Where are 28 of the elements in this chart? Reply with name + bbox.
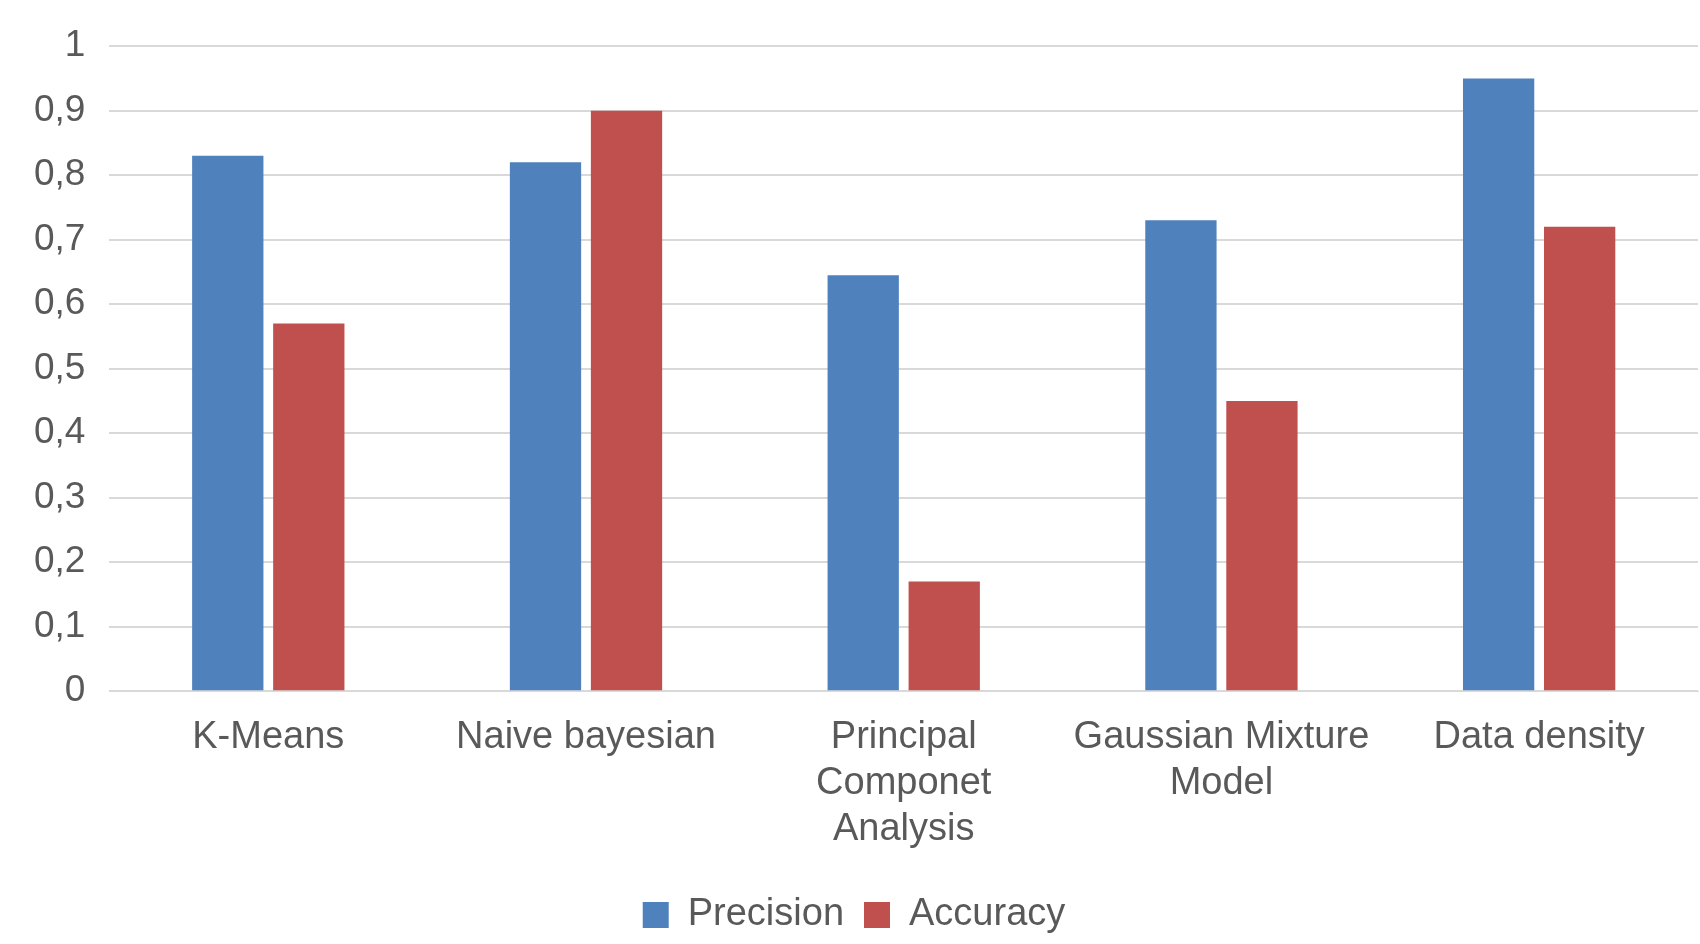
y-tick-label: 1 — [64, 23, 86, 65]
bar — [1226, 400, 1298, 691]
y-tick-label: 0,3 — [34, 474, 86, 516]
x-tick-label: Gaussian Mixture Model — [1073, 714, 1370, 803]
x-tick-label: Principal Componet Analysis — [816, 714, 992, 848]
y-tick-label: 0 — [64, 668, 86, 710]
bar — [192, 155, 264, 691]
legend-label: Accuracy — [909, 891, 1066, 934]
bar — [827, 275, 899, 691]
bar — [908, 581, 980, 691]
bar — [590, 110, 663, 691]
x-tick-label: K-Means — [192, 714, 345, 757]
y-tick-label: 0,7 — [34, 216, 86, 258]
bar — [273, 323, 345, 691]
y-tick-label: 0,2 — [34, 539, 86, 581]
y-tick-label: 0,5 — [34, 345, 86, 387]
bar — [1462, 78, 1535, 691]
bar — [1145, 220, 1217, 691]
bar — [509, 162, 582, 691]
y-tick-label: 0,6 — [34, 281, 86, 323]
bar — [1544, 226, 1616, 691]
x-tick-label: Data density — [1433, 714, 1645, 757]
y-tick-label: 0,8 — [34, 152, 86, 194]
legend-label: Precision — [687, 891, 845, 934]
x-tick-label: Naive bayesian — [456, 714, 716, 757]
y-tick-label: 0,9 — [34, 87, 86, 129]
y-tick-label: 0,4 — [34, 410, 86, 452]
y-tick-label: 0,1 — [34, 603, 86, 645]
